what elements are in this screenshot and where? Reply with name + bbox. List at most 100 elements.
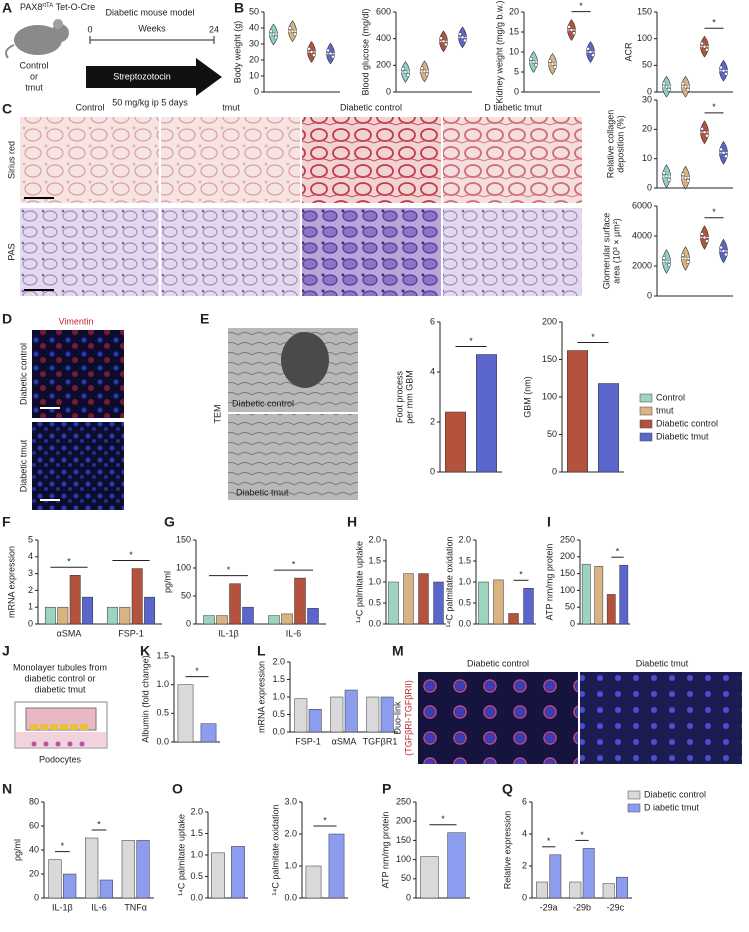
week-start: 0	[87, 24, 92, 34]
data-dot	[662, 256, 666, 260]
data-dot	[683, 175, 688, 180]
image-label: Diabetic control	[232, 398, 294, 408]
data-dot	[721, 68, 726, 73]
data-dot	[534, 63, 538, 67]
y-tick-label: 1.0	[368, 576, 381, 586]
panel-letter: A	[2, 0, 12, 16]
significance-star: *	[61, 841, 65, 851]
data-dot	[700, 126, 704, 131]
bar	[177, 684, 194, 743]
data-dot	[269, 29, 273, 34]
bar	[57, 606, 69, 625]
y-tick-label: 50	[249, 6, 259, 16]
y-tick-label: 0.5	[368, 597, 381, 607]
bar	[281, 613, 293, 625]
y-axis-label: ¹⁴C palmitate uptake	[176, 814, 186, 896]
data-dot	[531, 60, 536, 64]
fluorescence-image	[32, 422, 124, 510]
data-dot	[705, 133, 709, 138]
y-tick-label: 15	[509, 26, 519, 36]
data-dot	[667, 177, 671, 182]
schematic-text: diabetic tmut	[34, 684, 86, 694]
y-tick-label: 200	[396, 816, 411, 826]
data-dot	[271, 32, 276, 37]
panel-e-images: Diabetic control Diabetic tmut TEM	[212, 328, 358, 500]
y-tick-label: 0	[552, 466, 557, 476]
data-dot	[444, 42, 448, 47]
bar	[403, 573, 414, 625]
y-tick-label: 0.0	[284, 892, 297, 902]
y-axis-label: deposition (%)	[615, 115, 625, 173]
schematic-j: Monolayer tubules from diabetic control …	[13, 662, 108, 764]
y-tick-label: 100	[542, 391, 557, 401]
strain-rest: Tet-O-Cre	[53, 2, 95, 12]
y-tick-label: 2.0	[368, 534, 381, 544]
bar	[328, 833, 345, 899]
data-dot	[719, 245, 723, 250]
bar	[536, 881, 548, 899]
significance-star: *	[292, 559, 296, 569]
y-tick-label: 20	[249, 54, 259, 64]
y-tick-label: 1	[28, 602, 33, 612]
y-tick-label: 0	[34, 892, 39, 902]
y-tick-label: 200	[376, 60, 391, 70]
data-dot	[702, 235, 707, 240]
treatment-arrow	[86, 58, 222, 96]
bar	[200, 723, 217, 743]
x-tick-label: IL-1β	[218, 628, 239, 638]
significance-star: *	[580, 830, 584, 840]
bar	[493, 579, 504, 625]
y-tick-label: 60	[29, 820, 39, 830]
y-tick-label: 50	[401, 873, 411, 883]
bar	[294, 577, 306, 625]
data-dot	[664, 259, 669, 264]
significance-star: *	[195, 666, 199, 676]
bar	[229, 583, 241, 625]
y-tick-label: 1.0	[284, 860, 297, 870]
y-axis-label: GBM (nm)	[522, 376, 532, 418]
y-tick-label: 600	[376, 6, 391, 16]
method-label: TEM	[212, 405, 222, 424]
y-tick-label: 1.5	[458, 555, 471, 565]
y-axis-label: Kidney weight (mg/g b.w.)	[494, 0, 504, 103]
data-dot	[686, 260, 690, 264]
data-dot	[719, 147, 723, 152]
y-tick-label: 2	[430, 416, 435, 426]
data-dot	[458, 32, 462, 37]
bar	[144, 596, 156, 625]
data-dot	[550, 62, 555, 66]
data-dot	[702, 44, 707, 49]
x-tick-label: FSP-1	[118, 628, 144, 638]
y-axis-label: pg/ml	[12, 839, 22, 861]
data-dot	[326, 48, 330, 53]
y-tick-label: 0	[386, 86, 391, 96]
bar	[203, 615, 215, 625]
y-axis-label: pg/ml	[162, 571, 172, 593]
bar	[567, 350, 588, 473]
bar	[69, 575, 81, 625]
y-tick-label: 2	[522, 860, 527, 870]
micrograph	[302, 208, 441, 296]
micrograph	[161, 117, 300, 203]
micrograph	[161, 208, 300, 296]
x-tick-label: IL-6	[286, 628, 302, 638]
bar	[231, 846, 245, 899]
bar	[445, 411, 466, 473]
y-tick-label: 2.0	[190, 806, 203, 816]
bar	[523, 588, 534, 625]
fluorescence-image	[32, 330, 124, 418]
y-tick-label: 0.5	[458, 597, 471, 607]
data-dot	[724, 71, 728, 76]
y-axis-label: ¹⁴C palmitate oxidation	[270, 805, 280, 896]
data-dot	[328, 51, 333, 56]
legend-swatch	[639, 393, 653, 403]
bar	[121, 840, 135, 899]
strain-name: PAX8	[20, 2, 42, 12]
x-tick-label: -29a	[540, 902, 558, 912]
bar	[242, 606, 254, 625]
y-tick-label: 150	[396, 835, 411, 845]
y-tick-label: 10	[509, 46, 519, 56]
data-dot	[403, 70, 408, 74]
y-tick-label: 150	[560, 568, 575, 578]
